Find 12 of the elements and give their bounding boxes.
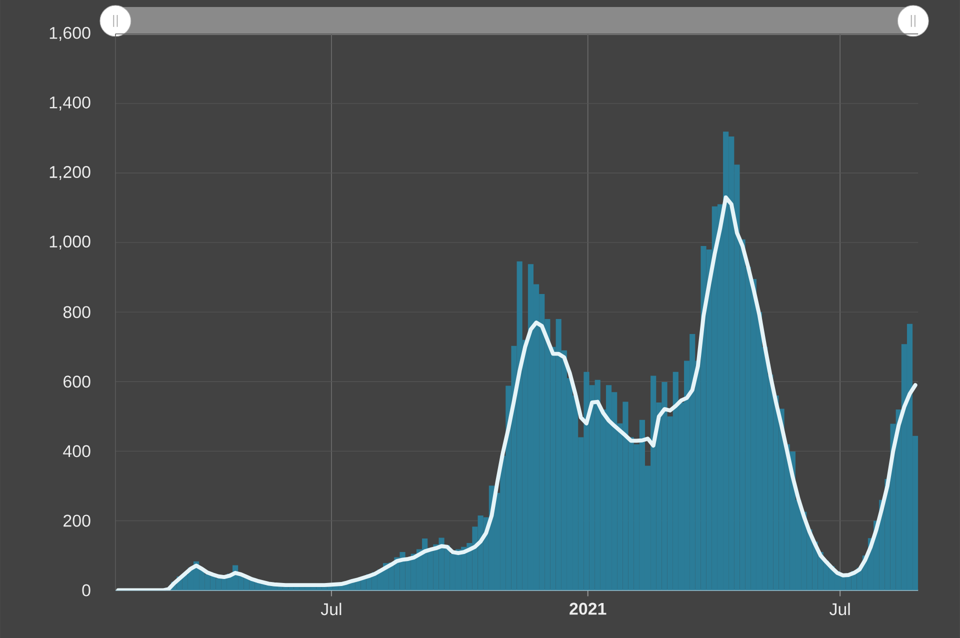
x-tick-label: Jul xyxy=(830,602,850,616)
y-tick-label: 0 xyxy=(82,584,90,596)
y-tick-label: 800 xyxy=(63,306,90,318)
y-tick-label: 1,400 xyxy=(50,96,90,110)
y-tick-label: 1,600 xyxy=(50,26,90,41)
x-tick-label: Jul xyxy=(320,602,342,616)
y-tick-label: 1,200 xyxy=(50,166,90,180)
y-tick-label: 400 xyxy=(63,445,90,458)
y-tick-label: 600 xyxy=(64,376,90,388)
y-tick-label: 1,000 xyxy=(50,235,90,250)
x-tick-label: 2021 xyxy=(570,602,606,615)
y-tick-label: 200 xyxy=(64,514,90,527)
